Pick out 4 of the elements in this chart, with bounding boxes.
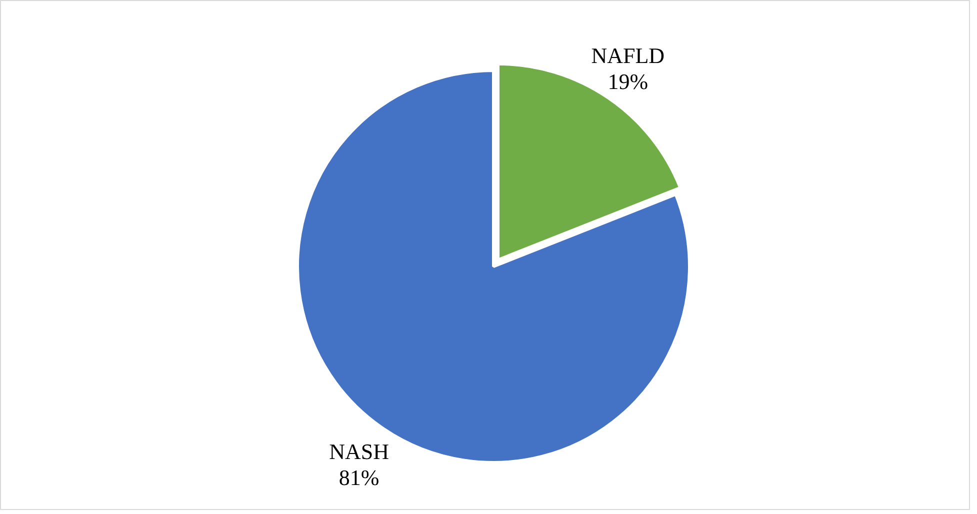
slice-label: NAFLD	[591, 43, 665, 68]
data-label: 19%	[608, 69, 648, 94]
slice-label: NASH	[329, 438, 390, 464]
data-label: 81%	[338, 464, 380, 490]
